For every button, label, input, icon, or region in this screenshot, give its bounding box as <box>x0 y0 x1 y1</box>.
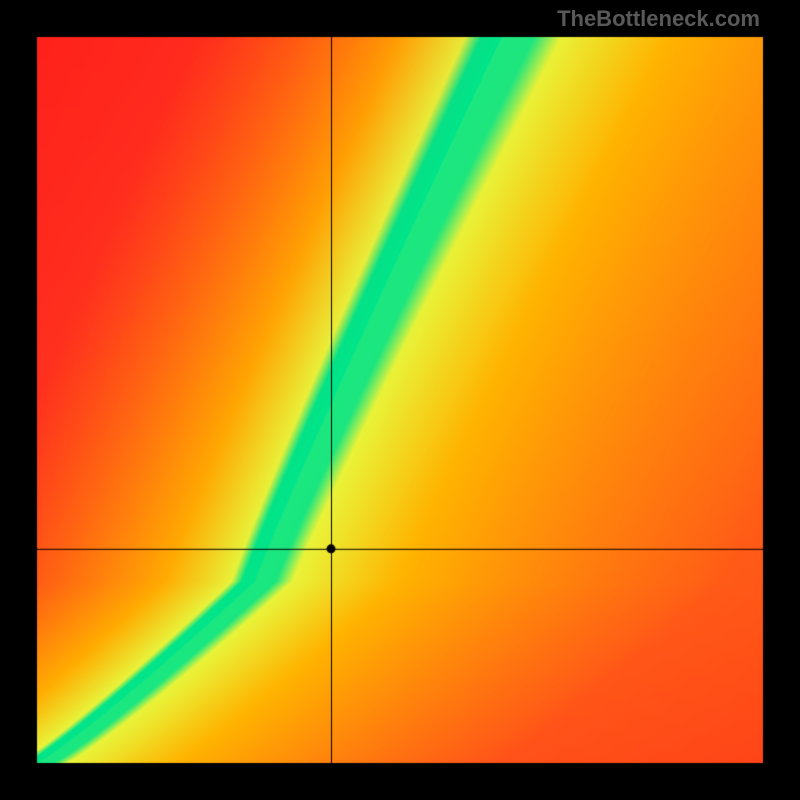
watermark-text: TheBottleneck.com <box>557 6 760 32</box>
bottleneck-heatmap <box>0 0 800 800</box>
chart-container: TheBottleneck.com <box>0 0 800 800</box>
